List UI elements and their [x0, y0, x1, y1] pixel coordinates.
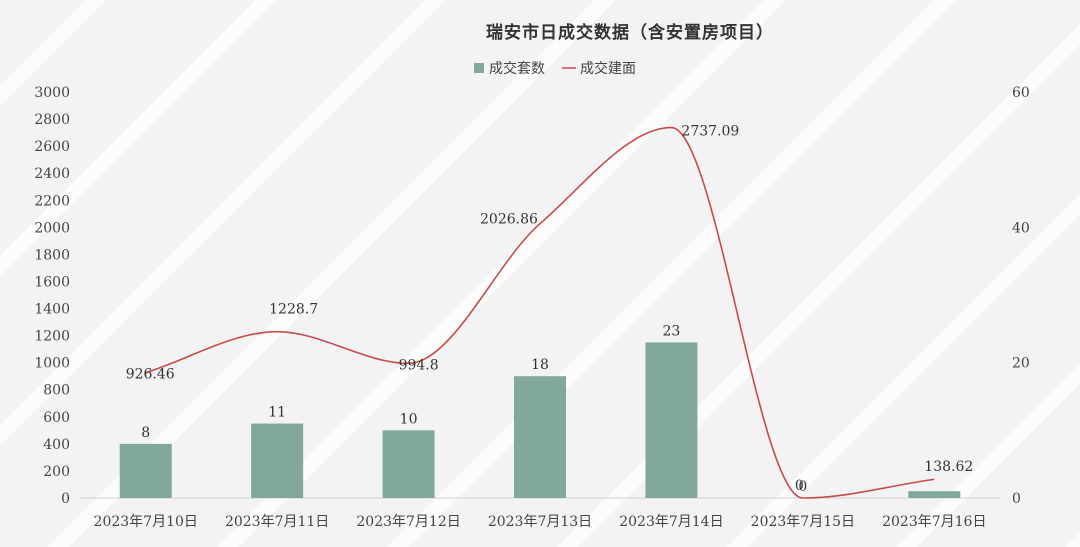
bar [382, 430, 435, 498]
y-left-tick-label: 2400 [34, 166, 70, 182]
legend-swatch-bar [474, 63, 484, 73]
bar-value-label: 18 [531, 357, 549, 373]
bar-value-label: 0 [798, 479, 807, 495]
y-right-tick-label: 0 [1012, 491, 1021, 507]
y-left-tick-label: 2000 [34, 220, 70, 236]
y-right-tick-label: 40 [1012, 220, 1030, 236]
x-tick-label: 2023年7月14日 [619, 514, 723, 530]
bar [119, 443, 172, 498]
y-right-tick-label: 60 [1012, 85, 1030, 101]
x-tick-label: 2023年7月16日 [882, 514, 986, 530]
bar-value-label: 11 [268, 405, 286, 421]
y-left-tick-label: 800 [43, 383, 70, 399]
bar [514, 376, 566, 498]
bar [908, 491, 961, 498]
x-tick-label: 2023年7月11日 [225, 514, 329, 530]
legend: 成交套数 成交建面 [474, 60, 636, 77]
bar [645, 342, 698, 498]
y-right-tick-label: 20 [1012, 356, 1030, 372]
line-value-label: 138.62 [924, 459, 973, 475]
line-value-label: 0 [795, 478, 804, 494]
x-axis: 2023年7月10日 2023年7月11日 2023年7月12日 2023年7月13日… [94, 514, 987, 530]
y-left-tick-label: 400 [43, 437, 70, 453]
legend-label-line: 成交建面 [580, 60, 636, 77]
chart-title: 瑞安市日成交数据（含安置房项目） [486, 22, 774, 43]
bar [251, 423, 304, 498]
y-left-tick-label: 3000 [34, 85, 70, 101]
x-tick-label: 2023年7月13日 [488, 514, 592, 530]
y-axis-left: 0 200 400 600 800 1000 1200 1400 1600 1800 2000 220… [34, 85, 70, 507]
x-tick-label: 2023年7月10日 [94, 514, 198, 530]
line-value-label: 2737.09 [681, 124, 739, 140]
line-value-label: 926.46 [126, 367, 175, 383]
x-tick-label: 2023年7月15日 [751, 514, 855, 530]
y-left-tick-label: 1400 [34, 302, 70, 318]
data-labels: 8 11 10 18 23 0 926.46 1228.7 994.8 2026.86 2737.0… [126, 124, 974, 495]
bar-value-label: 23 [663, 323, 681, 339]
legend-label-bar: 成交套数 [489, 60, 545, 77]
bar-series [119, 342, 961, 498]
y-left-tick-label: 200 [43, 464, 70, 480]
y-left-tick-label: 2600 [34, 139, 70, 155]
y-axis-right: 0 20 40 60 [1012, 85, 1030, 507]
line-value-label: 1228.7 [269, 302, 318, 318]
y-left-tick-label: 2200 [34, 193, 70, 209]
y-left-tick-label: 600 [43, 410, 70, 426]
y-left-tick-label: 1800 [34, 247, 70, 263]
line-path [145, 126, 935, 499]
line-value-label: 994.8 [399, 357, 439, 373]
y-left-tick-label: 1000 [34, 356, 70, 372]
y-left-tick-label: 0 [61, 491, 70, 507]
bar-value-label: 8 [141, 425, 150, 441]
bar-value-label: 10 [400, 411, 418, 427]
line-series [145, 126, 935, 499]
line-value-label: 2026.86 [480, 212, 538, 228]
y-left-tick-label: 1200 [34, 329, 70, 345]
x-tick-label: 2023年7月12日 [356, 514, 460, 530]
y-left-tick-label: 2800 [34, 112, 70, 128]
y-left-tick-label: 1600 [34, 274, 70, 290]
